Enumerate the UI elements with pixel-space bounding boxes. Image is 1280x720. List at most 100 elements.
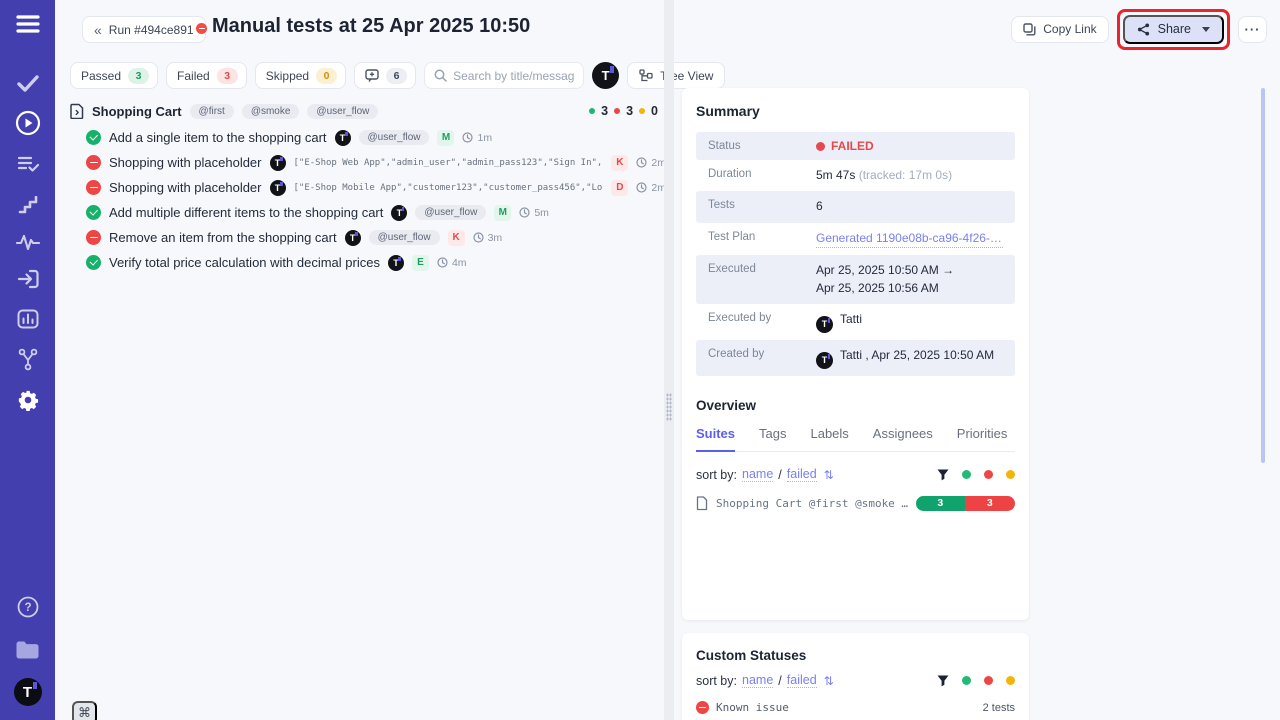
test-title[interactable]: Remove an item from the shopping cart: [109, 230, 337, 245]
filter-passed-button[interactable]: Passed 3: [70, 62, 159, 89]
sort-direction-icon[interactable]: ⇅: [823, 673, 834, 688]
assignee-avatar: T: [334, 129, 351, 146]
sidebar-item-runs[interactable]: [0, 110, 55, 136]
tag-pill[interactable]: @user_flow: [368, 230, 440, 245]
overview-suite-row[interactable]: Shopping Cart @first @smoke … 3 3: [696, 496, 1015, 512]
known-issue-label[interactable]: Known issue: [716, 701, 789, 714]
tag-pill[interactable]: @smoke: [241, 103, 300, 119]
tab-labels[interactable]: Labels: [810, 426, 849, 442]
test-row[interactable]: Remove an item from the shopping cart T …: [70, 225, 666, 250]
svg-text:?: ?: [24, 602, 31, 614]
filter-funnel-icon[interactable]: [937, 469, 949, 481]
status-badge: FAILED: [816, 139, 874, 153]
chevron-down-icon[interactable]: [1202, 26, 1210, 32]
failed-filter-dot[interactable]: [984, 676, 993, 685]
failed-label: Failed: [177, 68, 210, 83]
user-avatar[interactable]: T: [592, 62, 620, 89]
tag-pill[interactable]: @user_flow: [307, 103, 379, 119]
clock-icon: [636, 182, 648, 193]
sidebar-item-menu[interactable]: [0, 14, 55, 34]
test-title[interactable]: Verify total price calculation with deci…: [109, 255, 380, 270]
sidebar-item-settings[interactable]: [0, 389, 55, 411]
filter-comments-button[interactable]: 6: [354, 62, 417, 89]
test-row[interactable]: Shopping with placeholder T ["E-Shop Mob…: [70, 175, 666, 200]
sidebar-item-help[interactable]: ?: [0, 596, 55, 618]
duration: 1m: [462, 132, 492, 144]
sidebar-item-pulse[interactable]: [0, 234, 55, 250]
share-annotation-box: Share: [1116, 8, 1230, 50]
tracked-duration: (tracked: 17m 0s): [858, 168, 953, 182]
keyboard-shortcuts-button[interactable]: ⌘: [72, 701, 97, 720]
assignee-badge[interactable]: K: [447, 229, 465, 246]
gear-icon: [17, 389, 39, 411]
filter-skipped-button[interactable]: Skipped 0: [254, 62, 347, 89]
suite-row-label[interactable]: Shopping Cart @first @smoke …: [716, 497, 909, 511]
panel-scrollbar[interactable]: [1261, 88, 1265, 463]
sidebar-item-profile[interactable]: T: [0, 678, 55, 706]
test-title[interactable]: Shopping with placeholder: [109, 180, 262, 195]
filter-funnel-icon[interactable]: [937, 675, 949, 687]
tag-pill[interactable]: @first: [189, 103, 234, 119]
search-input[interactable]: [453, 68, 575, 83]
sidebar-item-docs[interactable]: [0, 640, 55, 660]
tag-pill[interactable]: @user_flow: [415, 205, 487, 220]
duration: 5m: [519, 207, 549, 219]
test-row[interactable]: Verify total price calculation with deci…: [70, 250, 666, 275]
assignee-badge[interactable]: M: [437, 129, 455, 146]
skipped-filter-dot[interactable]: [1006, 470, 1015, 480]
test-title[interactable]: Shopping with placeholder: [109, 155, 262, 170]
test-row[interactable]: Shopping with placeholder T ["E-Shop Web…: [70, 150, 666, 175]
known-issue-row[interactable]: Known issue 2 tests: [696, 701, 1015, 714]
summary-row-created-by: Created by T Tatti , Apr 25, 2025 10:50 A…: [696, 339, 1015, 377]
comment-icon: [365, 69, 379, 82]
chevrons-left-icon: «: [94, 21, 102, 38]
assignee-avatar: T: [387, 254, 404, 271]
suite-header[interactable]: Shopping Cart @first @smoke @user_flow 3…: [70, 100, 666, 122]
passed-filter-dot[interactable]: [962, 470, 971, 480]
sidebar-item-tests[interactable]: [0, 74, 55, 92]
passed-filter-dot[interactable]: [962, 676, 971, 685]
failed-filter-dot[interactable]: [984, 470, 993, 480]
tree-view-button[interactable]: Tree View: [627, 62, 726, 89]
sidebar-item-import[interactable]: [0, 269, 55, 289]
summary-row-executed-by: Executed by T Tatti: [696, 304, 1015, 340]
sidebar-item-reports[interactable]: [0, 309, 55, 329]
panel-resize-handle[interactable]: [664, 0, 674, 720]
back-to-run-button[interactable]: « Run #494ce891: [82, 16, 206, 43]
more-options-button[interactable]: ···: [1238, 15, 1267, 43]
tab-tags[interactable]: Tags: [759, 426, 787, 442]
avatar: T: [816, 315, 833, 333]
copy-link-button[interactable]: Copy Link: [1011, 15, 1109, 43]
check-icon: [16, 74, 39, 92]
summary-table: Status FAILED Duration 5m 47s (tracked: …: [696, 132, 1015, 377]
sidebar-item-test-plans[interactable]: [0, 155, 55, 173]
test-passed-icon: [86, 255, 101, 270]
assignee-avatar: T: [391, 204, 408, 221]
comments-count-badge: 6: [386, 67, 408, 84]
skipped-filter-dot[interactable]: [1006, 676, 1015, 685]
test-row[interactable]: Add multiple different items to the shop…: [70, 200, 666, 225]
suite-name[interactable]: Shopping Cart: [92, 103, 182, 119]
share-button[interactable]: Share: [1122, 14, 1224, 44]
filter-failed-button[interactable]: Failed 3: [166, 62, 247, 89]
assignee-badge[interactable]: E: [411, 254, 429, 271]
test-title[interactable]: Add a single item to the shopping cart: [109, 130, 327, 145]
sidebar-item-milestones[interactable]: [0, 196, 55, 214]
sort-direction-icon[interactable]: ⇅: [823, 467, 834, 482]
tag-pill[interactable]: @user_flow: [358, 130, 430, 145]
sort-by-name-link[interactable]: name: [742, 673, 774, 688]
assignee-badge[interactable]: M: [494, 204, 512, 221]
test-title[interactable]: Add multiple different items to the shop…: [109, 205, 384, 220]
test-plan-link[interactable]: Generated 1190e08b-ca96-4f26-b10f-d6dc..…: [816, 230, 1003, 249]
tab-suites[interactable]: Suites: [696, 426, 736, 453]
sidebar-item-branches[interactable]: [0, 348, 55, 371]
skipped-label: Skipped: [265, 68, 310, 83]
sort-by-failed-link[interactable]: failed: [786, 673, 817, 688]
sort-by-failed-link[interactable]: failed: [786, 467, 817, 483]
test-row[interactable]: Add a single item to the shopping cart T…: [70, 125, 666, 150]
assignee-badge[interactable]: K: [611, 154, 629, 171]
assignee-badge[interactable]: D: [611, 179, 629, 196]
sort-by-name-link[interactable]: name: [742, 467, 774, 483]
tab-priorities[interactable]: Priorities: [956, 426, 1008, 442]
tab-assignees[interactable]: Assignees: [872, 426, 933, 442]
